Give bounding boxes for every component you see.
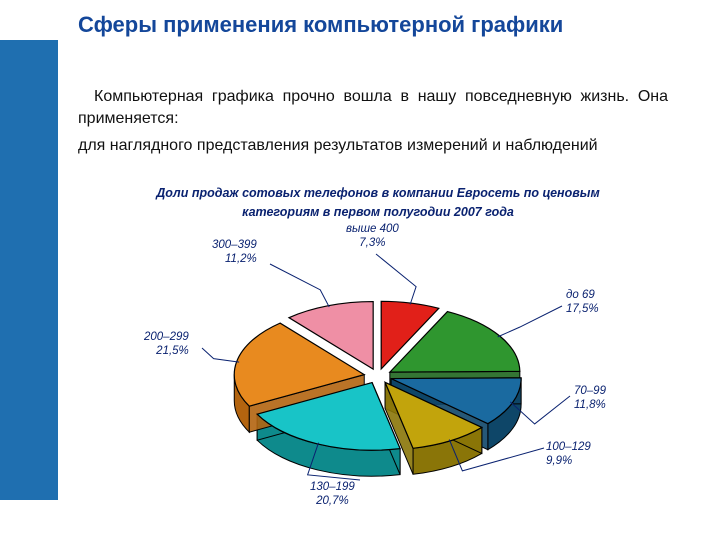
paragraph-1: Компьютерная графика прочно вошла в нашу… [78,86,668,129]
body-text: Компьютерная графика прочно вошла в нашу… [78,86,668,163]
page-title: Сферы применения компьютерной графики [78,12,678,37]
paragraph-2: для наглядного представления результатов… [78,135,668,157]
label-up-to-69: до 69 17,5% [566,288,599,317]
chart-container: Доли продаж сотовых телефонов в компании… [78,184,678,524]
pie-chart [78,226,678,526]
slide: Сферы применения компьютерной графики Ко… [0,0,720,540]
chart-title-line2: категориям в первом полугодии 2007 года [242,205,514,219]
chart-title: Доли продаж сотовых телефонов в компании… [78,184,678,222]
label-100-129: 100–129 9,9% [546,440,591,469]
label-over-400: выше 400 7,3% [346,222,399,251]
label-300-399: 300–399 11,2% [212,238,257,267]
label-130-199: 130–199 20,7% [310,480,355,509]
pie-area: выше 400 7,3% до 69 17,5% 70–99 11,8% 10… [78,226,678,526]
label-200-299: 200–299 21,5% [144,330,189,359]
sidebar-accent [0,40,58,500]
chart-title-line1: Доли продаж сотовых телефонов в компании… [156,186,599,200]
label-70-99: 70–99 11,8% [574,384,606,413]
